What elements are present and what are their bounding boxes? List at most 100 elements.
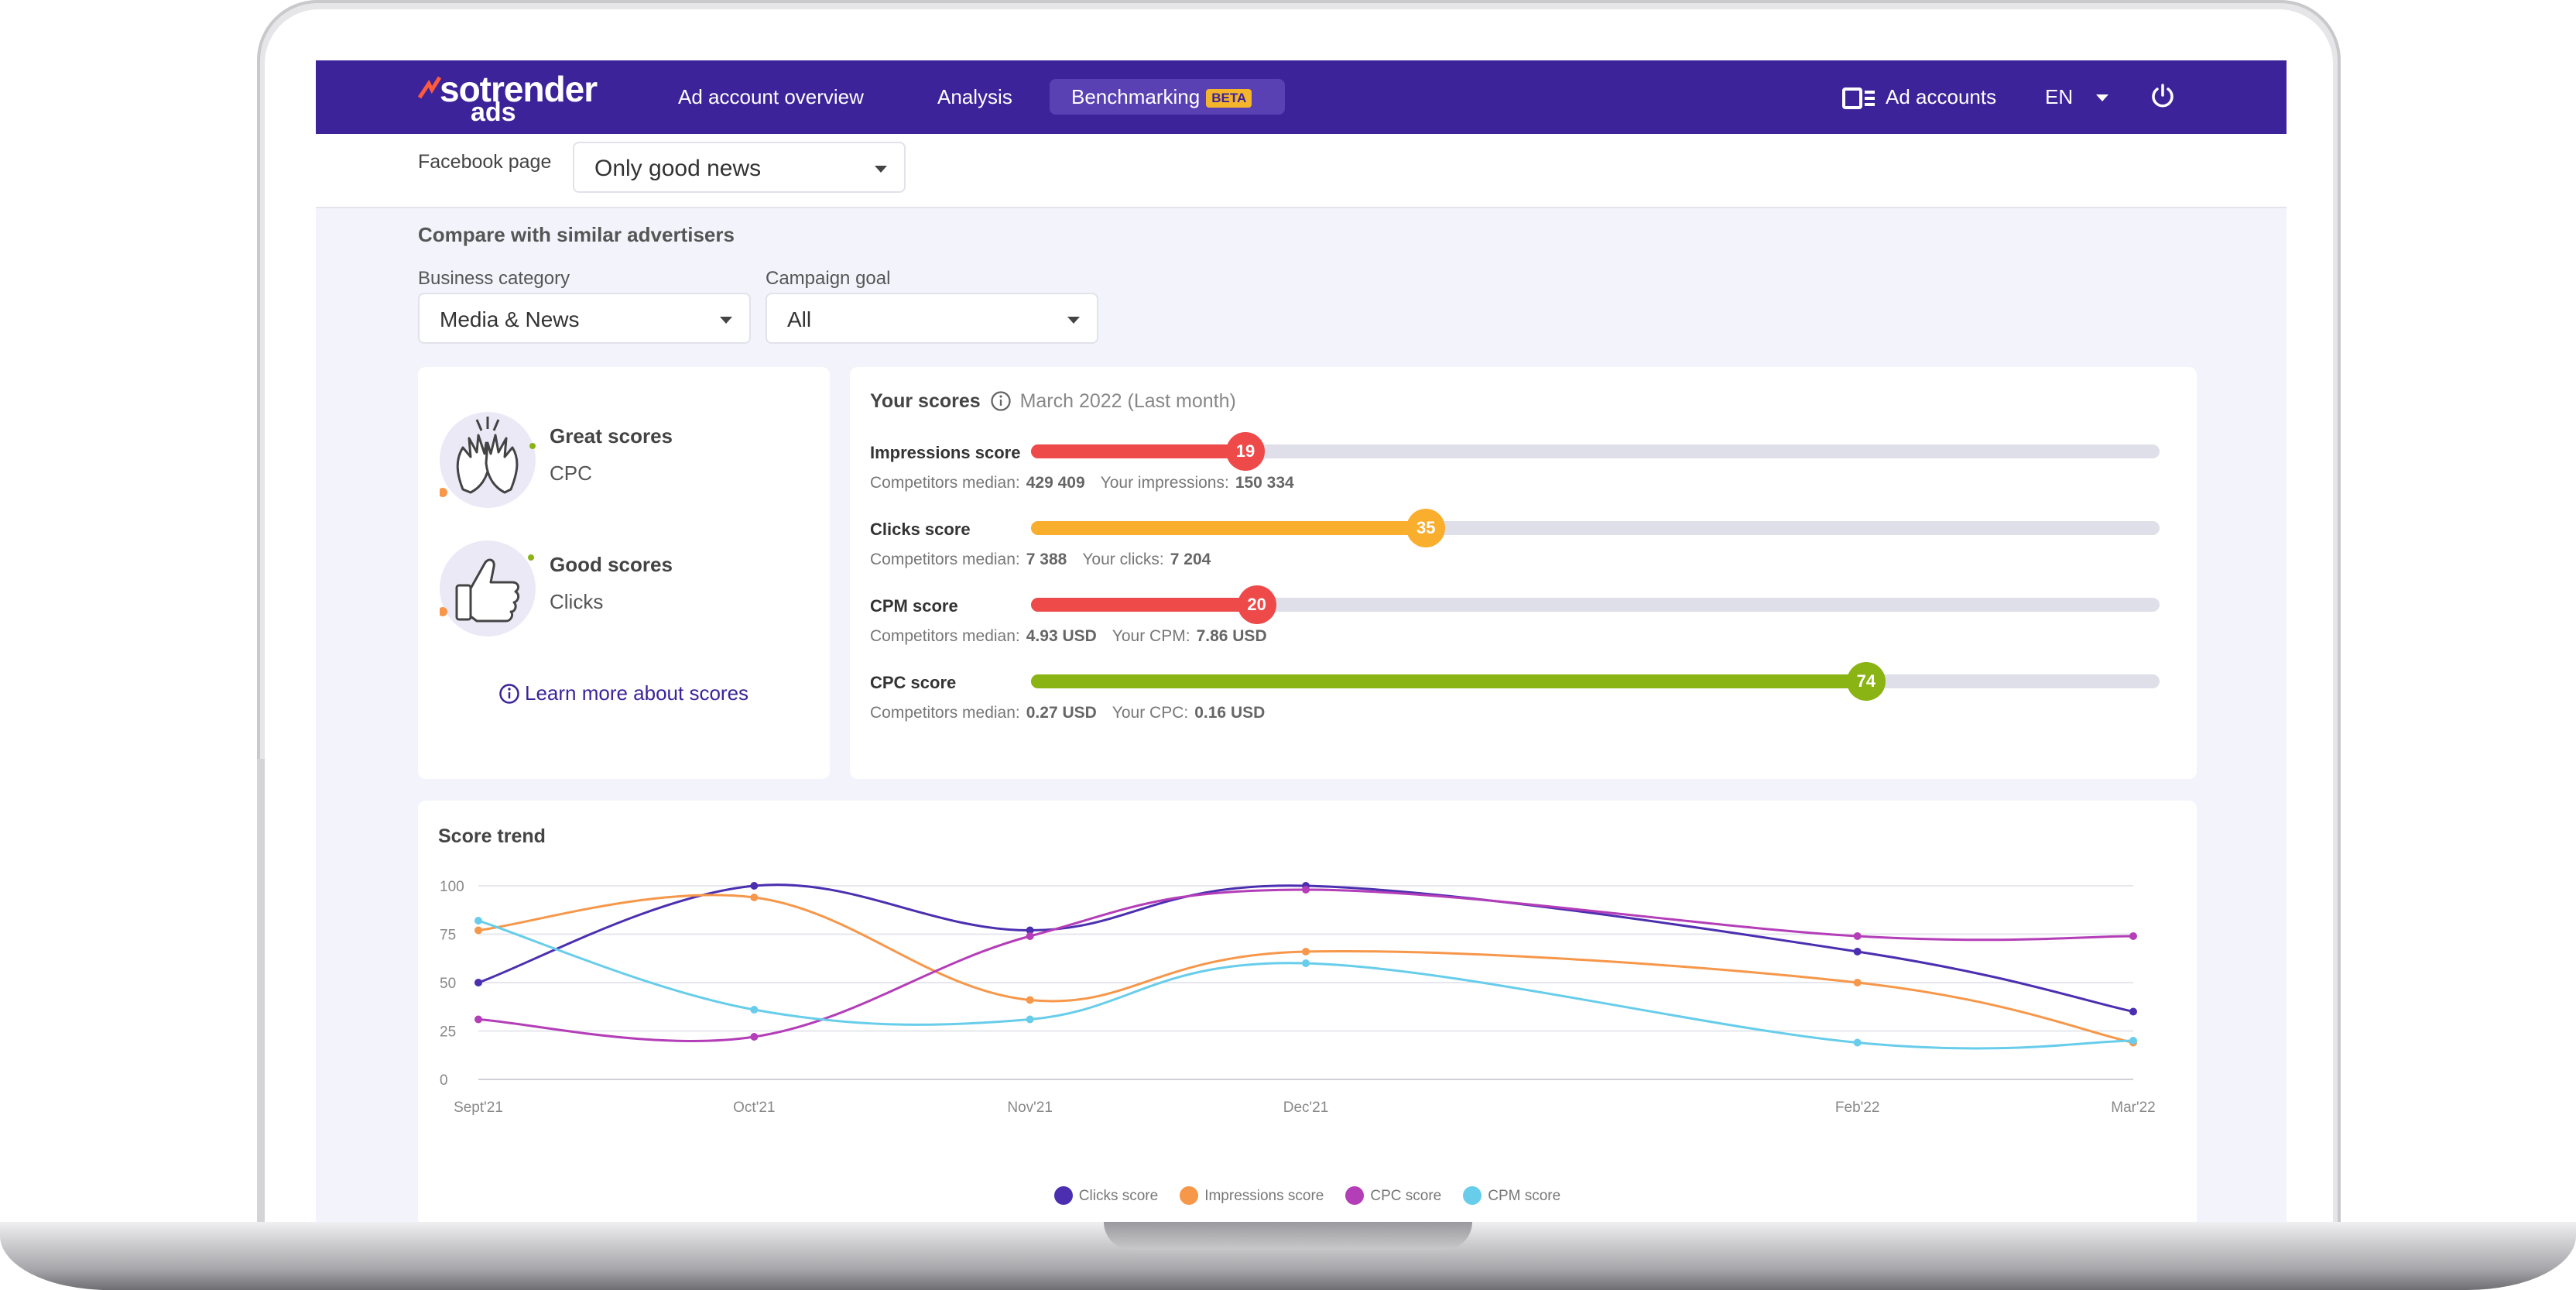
nav-label: Benchmarking xyxy=(1071,85,1201,108)
data-point xyxy=(474,979,482,986)
legend-item[interactable]: Clicks score xyxy=(1053,1186,1159,1205)
score-value-badge: 20 xyxy=(1237,585,1276,624)
x-tick-label: Dec'21 xyxy=(1283,1100,1329,1116)
chart-title: Score trend xyxy=(438,825,546,847)
campaign-goal-value: All xyxy=(787,307,812,331)
data-point xyxy=(1853,932,1862,940)
facebook-page-value: Only good news xyxy=(594,156,762,181)
compare-title: Compare with similar advertisers xyxy=(418,223,735,246)
legend-item[interactable]: CPM score xyxy=(1463,1186,1560,1205)
thumbs-up-icon xyxy=(438,554,534,623)
summary-card: Great scores CPC Good scores Clicks Lear… xyxy=(418,367,830,779)
nav-benchmarking[interactable]: Benchmarking BETA xyxy=(1050,79,1285,115)
legend-label: Impressions score xyxy=(1204,1188,1324,1204)
legend-item[interactable]: Impressions score xyxy=(1180,1186,1324,1205)
score-bar-track: 19 xyxy=(1031,432,2160,471)
data-point xyxy=(1026,996,1034,1004)
chevron-down-icon xyxy=(2096,94,2108,101)
score-median-label: Competitors median: xyxy=(870,704,1020,722)
great-scores-title: Great scores xyxy=(550,424,673,448)
scores-period: March 2022 (Last month) xyxy=(1019,390,1236,412)
language-selector[interactable]: EN xyxy=(2045,79,2115,115)
score-yours: 0.16 USD xyxy=(1194,704,1266,722)
power-icon[interactable] xyxy=(2149,82,2177,110)
business-category-value: Media & News xyxy=(440,307,580,331)
laptop-base-notch xyxy=(1104,1222,1472,1250)
score-yours-label: Your impressions: xyxy=(1100,474,1229,492)
campaign-goal-select[interactable]: All xyxy=(766,293,1098,344)
score-trend-chart: 0 25 50 75 100 Sept'21 Oct'21 Nov'21 Dec'21 Feb'2… xyxy=(440,879,2156,1116)
chevron-down-icon xyxy=(720,317,732,324)
score-label: CPC score xyxy=(870,673,957,692)
info-icon[interactable] xyxy=(990,390,1012,412)
legend-label: Clicks score xyxy=(1078,1188,1159,1204)
laptop-bezel-shade xyxy=(257,759,265,1223)
x-tick-label: Sept'21 xyxy=(454,1100,503,1116)
score-value-badge: 74 xyxy=(1846,662,1886,701)
y-tick-label: 50 xyxy=(440,976,456,992)
scores-title: Your scores xyxy=(870,390,981,412)
info-icon xyxy=(499,684,519,704)
data-point xyxy=(1302,886,1310,894)
facebook-page-label: Facebook page xyxy=(418,151,552,173)
data-point xyxy=(1026,932,1034,940)
score-yours: 150 334 xyxy=(1235,474,1294,492)
data-point xyxy=(750,1006,759,1014)
legend-item[interactable]: CPC score xyxy=(1345,1186,1441,1205)
top-navigation-bar: sotrender ads Ad account overview Analys… xyxy=(316,60,2287,134)
facebook-page-select[interactable]: Only good news xyxy=(573,142,906,193)
good-scores-value: Clicks xyxy=(550,590,604,613)
learn-more-link[interactable]: Learn more about scores xyxy=(498,681,748,705)
data-point xyxy=(1853,948,1862,955)
data-point xyxy=(1026,926,1034,935)
scores-header: Your scores March 2022 (Last month) xyxy=(870,390,1236,413)
page-selector-bar: Facebook page Only good news xyxy=(316,134,2287,208)
series-line xyxy=(478,888,2134,1042)
good-scores-title: Good scores xyxy=(550,553,673,576)
ad-accounts-button[interactable]: Ad accounts xyxy=(1842,79,1996,115)
campaign-goal-label: Campaign goal xyxy=(766,268,891,289)
nav-analysis[interactable]: Analysis xyxy=(916,79,1034,115)
nav-ad-account-overview[interactable]: Ad account overview xyxy=(656,79,886,115)
score-bar-fill xyxy=(1031,598,1257,612)
data-point xyxy=(1853,1038,1862,1047)
score-yours-label: Your CPC: xyxy=(1112,704,1189,722)
great-scores-value: CPC xyxy=(550,461,592,485)
data-point xyxy=(750,1033,759,1041)
data-point xyxy=(2129,932,2137,940)
score-bar-fill xyxy=(1031,444,1246,458)
score-label: Clicks score xyxy=(870,520,971,539)
logo-sub-text: ads xyxy=(471,98,516,127)
score-median: 0.27 USD xyxy=(1026,704,1097,722)
legend-dot xyxy=(1463,1186,1482,1205)
ad-accounts-label: Ad accounts xyxy=(1886,85,1997,108)
score-bar-fill xyxy=(1031,521,1427,535)
y-tick-label: 0 xyxy=(440,1072,448,1089)
learn-more-label: Learn more about scores xyxy=(525,681,749,705)
ad-accounts-icon xyxy=(1842,87,1875,110)
data-point xyxy=(474,926,482,935)
business-category-select[interactable]: Media & News xyxy=(418,293,751,344)
score-yours: 7.86 USD xyxy=(1196,627,1267,645)
data-point xyxy=(750,882,759,890)
score-median-label: Competitors median: xyxy=(870,551,1020,568)
data-point xyxy=(474,917,482,925)
chevron-down-icon xyxy=(875,166,887,173)
data-point xyxy=(1302,948,1310,955)
score-trend-card: Score trend 0 25 50 75 100 Sept'21 Oct'21 Nov'2… xyxy=(418,801,2197,1222)
data-point xyxy=(2129,1007,2137,1016)
score-yours: 7 204 xyxy=(1170,551,1211,568)
chevron-down-icon xyxy=(1067,317,1080,324)
logo-main-text: sotrender xyxy=(440,69,598,109)
legend-dot xyxy=(1180,1186,1199,1205)
score-value-badge: 35 xyxy=(1406,509,1446,547)
score-yours-label: Your CPM: xyxy=(1112,627,1190,645)
series-line xyxy=(478,894,2134,1044)
legend-label: CPM score xyxy=(1488,1188,1561,1204)
score-bar-track: 20 xyxy=(1031,585,2160,624)
legend-label: CPC score xyxy=(1370,1188,1442,1204)
sotrender-logo[interactable]: sotrender ads xyxy=(418,67,619,129)
chart-legend: Clicks score Impressions score CPC score CP… xyxy=(418,1186,2197,1205)
your-scores-card: Your scores March 2022 (Last month) Impr… xyxy=(850,367,2197,779)
score-median-label: Competitors median: xyxy=(870,627,1020,645)
